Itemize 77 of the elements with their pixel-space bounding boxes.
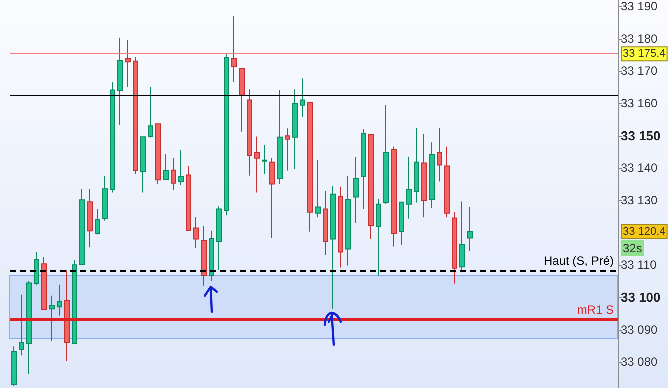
candlestick bbox=[95, 208, 100, 236]
candlestick bbox=[41, 256, 47, 310]
candlestick bbox=[79, 188, 85, 266]
ref-line-label: mR1 S bbox=[577, 302, 614, 317]
candlestick bbox=[247, 89, 252, 176]
candlestick bbox=[444, 146, 450, 218]
candlestick bbox=[421, 134, 427, 218]
text: 32s bbox=[623, 242, 642, 256]
y-tick-label: 33 130 bbox=[621, 193, 658, 208]
candlestick bbox=[102, 176, 108, 222]
text: 33 120,4 bbox=[623, 226, 666, 238]
candlestick bbox=[414, 128, 419, 204]
candlestick bbox=[459, 201, 465, 274]
candlestick bbox=[262, 144, 267, 175]
candlestick bbox=[193, 216, 199, 249]
candlestick bbox=[300, 78, 305, 118]
candlestick bbox=[117, 37, 123, 126]
candlestick bbox=[368, 134, 374, 240]
candlestick bbox=[254, 136, 260, 194]
ref-line-label: 33 175,4 bbox=[623, 48, 666, 60]
y-tick-label: 33 100 bbox=[621, 290, 661, 305]
candlestick bbox=[315, 160, 321, 218]
candlestick bbox=[34, 252, 39, 286]
candlestick bbox=[452, 212, 457, 284]
candlestick bbox=[292, 89, 298, 170]
candlestick bbox=[406, 156, 412, 220]
candlestick bbox=[307, 102, 313, 232]
candlestick bbox=[148, 86, 153, 138]
candlestick bbox=[383, 104, 389, 205]
y-tick-label: 33 180 bbox=[621, 32, 658, 46]
y-tick-label: 33 140 bbox=[621, 161, 658, 176]
candlestick bbox=[72, 259, 77, 345]
candlestick bbox=[155, 124, 161, 184]
y-tick-label: 33 150 bbox=[621, 128, 661, 144]
ref-line-label: Haut (S, Pré) bbox=[544, 254, 614, 268]
candlestick bbox=[345, 176, 351, 266]
candlestick bbox=[49, 295, 55, 342]
y-tick-label: 33 080 bbox=[621, 355, 658, 370]
candlestick bbox=[399, 202, 404, 246]
candlestick bbox=[209, 230, 214, 282]
candlestick bbox=[437, 128, 442, 182]
candlestick bbox=[64, 270, 70, 362]
candlestick bbox=[231, 16, 237, 83]
candlestick bbox=[391, 146, 397, 248]
candlestick bbox=[133, 57, 138, 175]
y-tick-label: 33 190 bbox=[621, 0, 658, 14]
candlestick bbox=[11, 346, 17, 387]
y-tick-label: 33 090 bbox=[621, 322, 658, 337]
candlestick bbox=[19, 294, 24, 356]
candlestick bbox=[338, 186, 343, 268]
candlestick bbox=[163, 154, 169, 180]
candlestick bbox=[140, 136, 146, 194]
y-tick-label: 33 160 bbox=[621, 96, 658, 110]
candlestick bbox=[171, 158, 176, 191]
candlestick bbox=[361, 128, 366, 210]
candlestick bbox=[26, 280, 32, 375]
candlestick bbox=[323, 190, 328, 256]
y-tick-label: 33 170 bbox=[621, 64, 658, 78]
candlestick bbox=[178, 150, 184, 186]
candlestick bbox=[201, 226, 207, 286]
candlestick bbox=[186, 166, 191, 232]
candlestick bbox=[285, 128, 290, 172]
candlestick bbox=[277, 90, 283, 185]
candlestick bbox=[353, 156, 359, 224]
candlestick bbox=[57, 284, 62, 316]
candlestick bbox=[429, 142, 435, 209]
candlestick bbox=[216, 206, 222, 271]
y-tick-label: 33 110 bbox=[621, 258, 658, 272]
candlestick bbox=[87, 188, 93, 248]
candlestick bbox=[224, 52, 229, 216]
candlestick bbox=[125, 40, 131, 88]
candlestick bbox=[330, 186, 336, 310]
candlestick bbox=[467, 206, 473, 252]
candlestick bbox=[269, 158, 275, 239]
candlestick bbox=[110, 82, 115, 194]
candlestick bbox=[239, 68, 245, 132]
candlestick bbox=[376, 198, 381, 276]
